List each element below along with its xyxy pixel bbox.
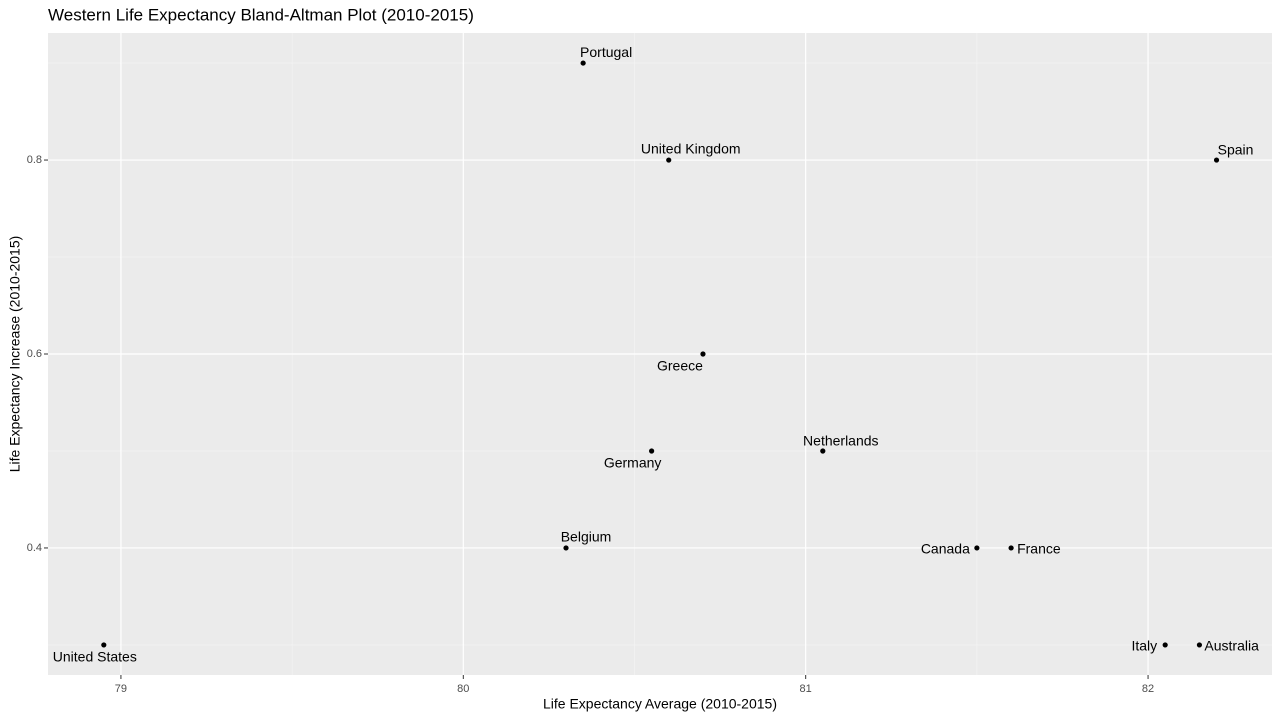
point bbox=[101, 642, 107, 648]
y-tick-label: 0.4 bbox=[27, 542, 42, 554]
point-label: Portugal bbox=[580, 44, 632, 60]
point bbox=[700, 351, 706, 357]
x-tick-label: 82 bbox=[1142, 683, 1154, 695]
point-label: Netherlands bbox=[803, 433, 879, 449]
point-label: France bbox=[1017, 541, 1061, 557]
point-label: Germany bbox=[604, 455, 662, 471]
chart-title: Western Life Expectancy Bland-Altman Plo… bbox=[48, 5, 474, 24]
point bbox=[666, 157, 672, 163]
point bbox=[1008, 545, 1014, 551]
point bbox=[649, 448, 655, 454]
x-tick-label: 80 bbox=[457, 683, 469, 695]
point-label: Canada bbox=[921, 541, 970, 557]
x-tick-label: 79 bbox=[115, 683, 127, 695]
point-label: Belgium bbox=[561, 529, 612, 545]
y-tick-label: 0.6 bbox=[27, 348, 42, 360]
point-label: Italy bbox=[1131, 638, 1157, 654]
point-label: Australia bbox=[1204, 638, 1259, 654]
point-label: Spain bbox=[1218, 142, 1254, 158]
point bbox=[580, 60, 586, 66]
point-label: United Kingdom bbox=[641, 141, 741, 157]
y-tick-label: 0.8 bbox=[27, 154, 42, 166]
grid bbox=[48, 33, 1272, 675]
point bbox=[820, 448, 826, 454]
point-label: Greece bbox=[657, 358, 703, 374]
x-axis-title: Life Expectancy Average (2010-2015) bbox=[543, 696, 777, 712]
x-tick-label: 81 bbox=[800, 683, 812, 695]
point-label: United States bbox=[53, 649, 137, 665]
point bbox=[974, 545, 980, 551]
point bbox=[1213, 157, 1220, 163]
y-axis-title: Life Expectancy Increase (2010-2015) bbox=[7, 236, 23, 473]
point bbox=[1196, 642, 1203, 648]
point bbox=[1162, 642, 1168, 648]
point bbox=[563, 545, 569, 551]
